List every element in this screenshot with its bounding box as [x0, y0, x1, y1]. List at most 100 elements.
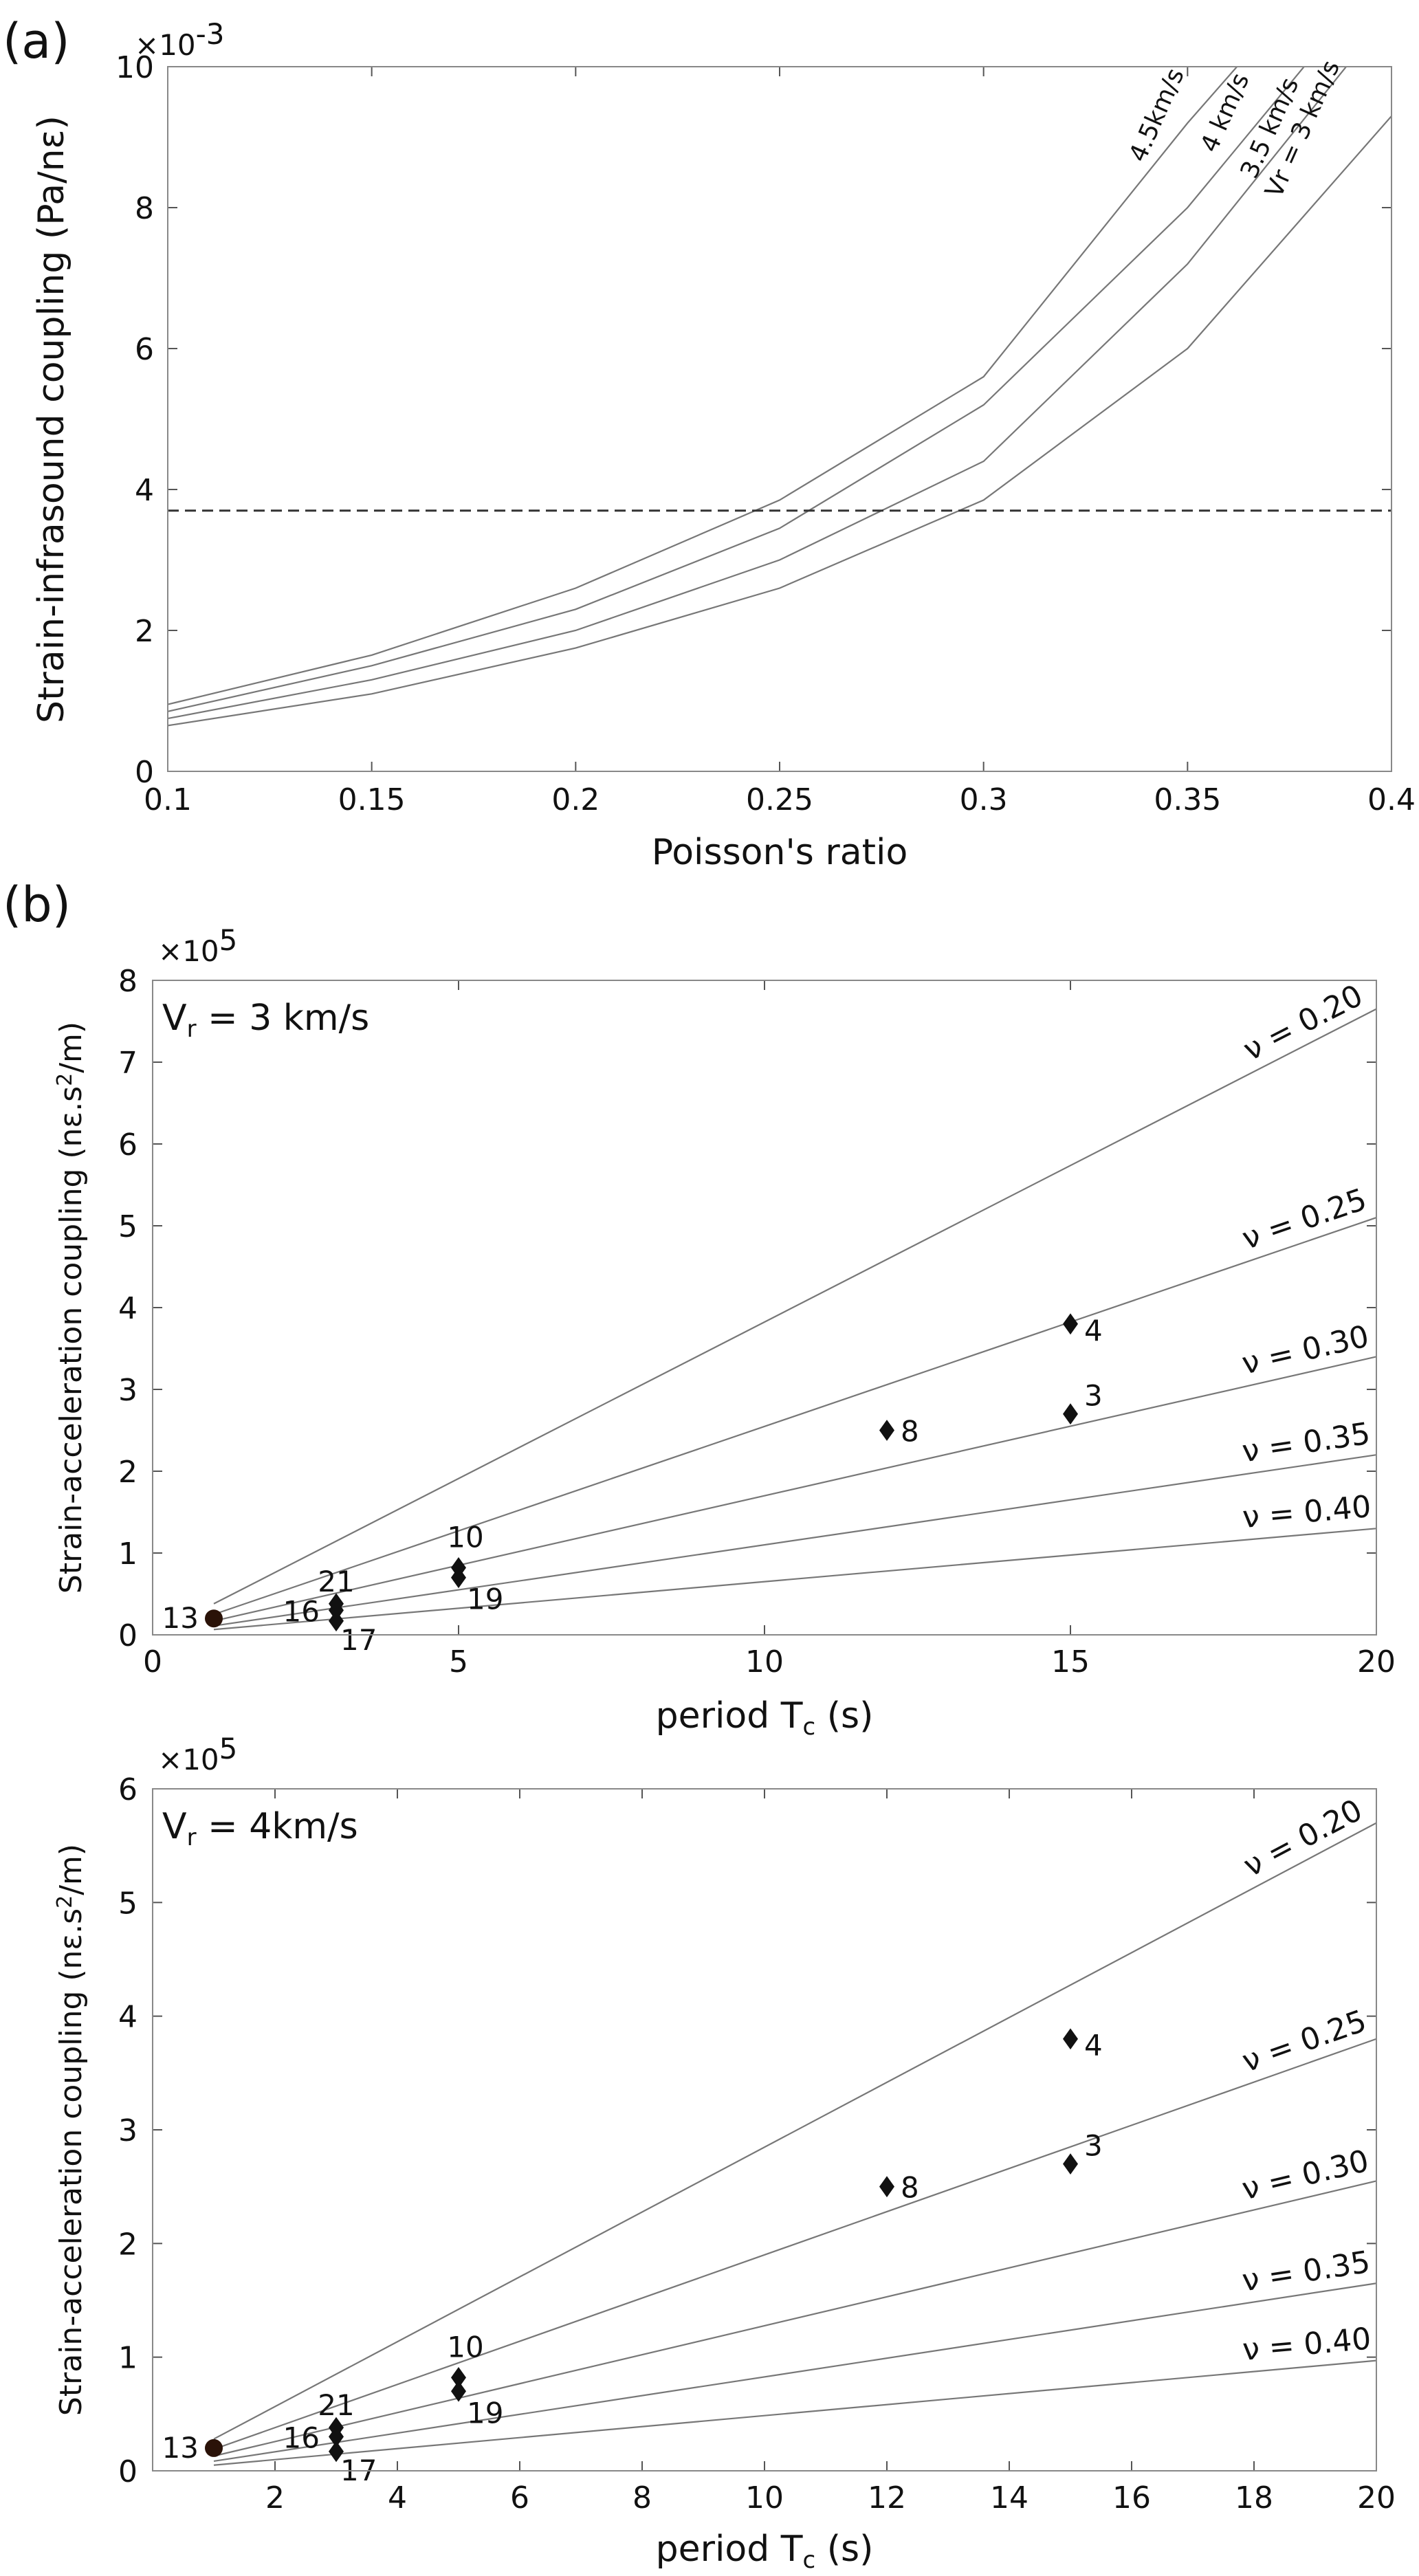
b-top-line-nu-2	[213, 1356, 1376, 1622]
b-top-point-label-21: 21	[318, 1565, 354, 1598]
b-bottom-x-tick-label: 2	[265, 2480, 285, 2516]
a-x-tick-label: 0.25	[746, 782, 813, 817]
b-top-point-marker-13	[205, 1609, 223, 1628]
b-bottom-line-nu-1	[213, 2038, 1376, 2450]
b-bottom-x-tick-label: 12	[868, 2480, 906, 2516]
b-bottom-point-marker-16	[329, 2426, 344, 2447]
a-x-tick-label: 0.3	[960, 782, 1008, 817]
b-top-x-axis-label: period Tc (s)	[656, 1695, 874, 1741]
b-top-y-tick-label: 8	[118, 964, 138, 999]
b-bottom-plot-frame	[152, 1788, 1377, 2472]
b-bottom-point-marker-13	[205, 2439, 223, 2457]
b-top-line-nu-1	[213, 1217, 1376, 1616]
b-bottom-point-label-19: 19	[467, 2396, 503, 2430]
panel-label-a: (a)	[3, 13, 70, 69]
a-y-tick-label: 0	[135, 755, 154, 790]
b-top-point-label-10: 10	[447, 1520, 483, 1554]
b-bottom-y-tick-label: 4	[118, 2000, 138, 2035]
a-x-tick-label: 0.1	[144, 782, 192, 817]
b-top-point-marker-17	[329, 1610, 344, 1632]
a-x-tick-label: 0.4	[1367, 782, 1416, 817]
b-top-plot-frame	[152, 980, 1377, 1636]
b-top-point-label-4: 4	[1084, 1314, 1103, 1347]
b-bottom-x-tick-label: 16	[1112, 2480, 1151, 2516]
a-exponent-label: ×10-3	[135, 17, 225, 62]
b-bottom-line-nu-4	[213, 2359, 1376, 2466]
b-bottom-y-tick-label: 6	[118, 1772, 138, 1807]
b-bottom-point-label-21: 21	[318, 2388, 354, 2422]
b-bottom-y-axis-label: Strain-acceleration coupling (nε.s2/m)	[53, 1844, 89, 2416]
b-bottom-x-tick-label: 8	[632, 2480, 652, 2516]
b-top-point-label-3: 3	[1084, 1379, 1103, 1413]
b-top-x-tick-label: 0	[143, 1644, 162, 1680]
b-bottom-point-marker-19	[451, 2380, 466, 2402]
a-y-axis-label: Strain-infrasound coupling (Pa/nε)	[31, 115, 72, 723]
b-top-y-tick-label: 5	[118, 1209, 138, 1244]
b-bottom-x-tick-label: 6	[510, 2480, 529, 2516]
a-y-tick-label: 2	[135, 614, 154, 649]
b-bottom-x-axis-label: period Tc (s)	[656, 2529, 874, 2574]
b-top-y-tick-label: 2	[118, 1455, 138, 1490]
b-bottom-line-nu-0	[213, 1822, 1376, 2440]
b-top-axes: 0 5 10 15 20 0 1 2 3 4 5 6 7 8	[118, 964, 1396, 1680]
b-top-y-tick-label: 3	[118, 1373, 138, 1408]
b-bottom-point-marker-10	[451, 2367, 466, 2388]
b-top-y-tick-label: 6	[118, 1127, 138, 1163]
b-top-x-tick-label: 5	[449, 1644, 468, 1680]
a-series-line-0	[168, 67, 1238, 705]
b-top-point-label-13: 13	[162, 1601, 199, 1635]
b-bottom-point-label-13: 13	[162, 2431, 199, 2465]
b-top-point-marker-8	[879, 1420, 894, 1441]
b-bottom-point-label-3: 3	[1084, 2129, 1103, 2163]
b-top-point-marker-16	[329, 1599, 344, 1621]
b-bottom-line-nu-3	[213, 2282, 1376, 2463]
b-bottom-x-tick-label: 10	[745, 2480, 784, 2516]
b-bottom-x-tick-label: 14	[990, 2480, 1028, 2516]
b-top-point-label-8: 8	[901, 1415, 919, 1449]
b-top-y-tick-label: 7	[118, 1046, 138, 1081]
b-top-title: Vr = 3 km/s	[162, 998, 369, 1043]
b-bottom-point-marker-4	[1063, 2028, 1078, 2050]
b-top-y-tick-label: 1	[118, 1537, 138, 1572]
a-y-tick-label: 10	[116, 50, 154, 85]
b-top-point-marker-19	[451, 1567, 466, 1589]
b-bottom-y-tick-label: 2	[118, 2227, 138, 2262]
a-y-tick-label: 4	[135, 473, 154, 508]
a-axes: 0.1 0.15 0.2 0.25 0.3 0.35 0.4 0 2 4 6 8 10	[116, 50, 1416, 817]
b-bottom-point-marker-17	[329, 2441, 344, 2463]
b-top-point-marker-4	[1063, 1313, 1078, 1335]
b-top-line-nu-3	[213, 1454, 1376, 1627]
b-top-exponent-label: ×105	[158, 923, 237, 968]
b-bottom-point-label-8: 8	[901, 2171, 919, 2205]
a-series-line-3	[168, 115, 1392, 727]
b-bottom-y-tick-label: 5	[118, 1886, 138, 1921]
a-y-tick-label: 6	[135, 332, 154, 367]
b-bottom-point-label-16: 16	[283, 2421, 320, 2454]
b-top-y-tick-label: 4	[118, 1291, 138, 1326]
a-series-line-2	[168, 67, 1348, 720]
b-bottom-y-tick-label: 1	[118, 2341, 138, 2376]
b-bottom-x-tick-label: 4	[388, 2480, 407, 2516]
b-top-x-tick-label: 10	[745, 1644, 784, 1680]
a-x-axis-label: Poisson's ratio	[652, 832, 908, 873]
b-bottom-point-label-4: 4	[1084, 2029, 1103, 2062]
b-top-x-tick-label: 20	[1357, 1644, 1396, 1680]
a-curve-group	[168, 67, 1392, 727]
b-bottom-y-tick-label: 0	[118, 2454, 138, 2489]
b-top-point-marker-3	[1063, 1403, 1078, 1425]
a-x-tick-label: 0.2	[551, 782, 600, 817]
b-bottom-x-tick-label: 20	[1357, 2480, 1396, 2516]
b-bottom-point-marker-8	[879, 2176, 894, 2198]
b-top-line-group	[213, 1008, 1376, 1631]
panel-label-b: (b)	[3, 877, 71, 933]
b-top-point-label-17: 17	[340, 1623, 377, 1657]
b-top-y-tick-label: 0	[118, 1618, 138, 1653]
b-top-line-nu-4	[213, 1528, 1376, 1631]
a-x-tick-label: 0.15	[338, 782, 406, 817]
a-y-tick-label: 8	[135, 191, 154, 226]
b-bottom-line-group	[213, 1822, 1376, 2466]
b-top-point-label-19: 19	[467, 1583, 503, 1616]
